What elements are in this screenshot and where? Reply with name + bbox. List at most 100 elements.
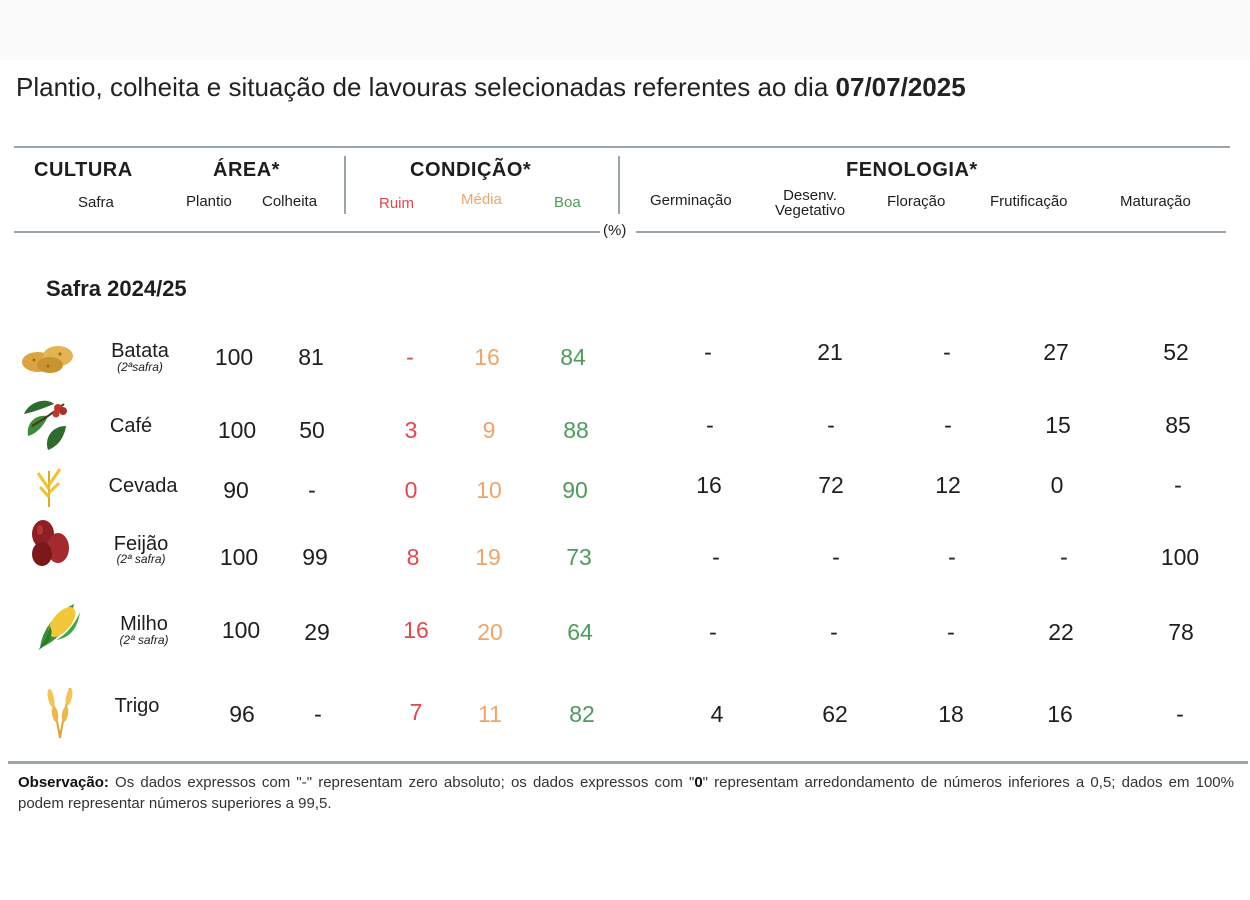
colheita-value: 50 xyxy=(299,417,325,443)
header-bottom-rule-left xyxy=(14,231,600,233)
desenv-value: - xyxy=(832,544,840,570)
header-desenv-line1: Desenv. xyxy=(783,187,837,204)
bean-icon xyxy=(32,520,69,566)
plantio-value: 100 xyxy=(217,417,257,443)
header-condicao: CONDIÇÃO* xyxy=(410,159,532,181)
frutificacao-value: 0 xyxy=(1050,472,1064,498)
maturacao-value: - xyxy=(1176,701,1184,727)
header-fenologia: FENOLOGIA* xyxy=(846,159,978,181)
page-title: Plantio, colheita e situação de lavouras… xyxy=(16,72,966,103)
boa-value: 64 xyxy=(567,619,593,645)
maturacao-value: - xyxy=(1174,472,1182,498)
desenv-value: 62 xyxy=(822,701,848,727)
floracao-value: - xyxy=(948,544,956,570)
crop-name-label: Café xyxy=(109,415,153,437)
ruim-value: 7 xyxy=(409,699,423,725)
coffee-icon xyxy=(24,400,67,450)
note-zero: 0 xyxy=(694,774,703,791)
ruim-value: - xyxy=(406,344,414,370)
crop-safra-label: (2ªsafra) xyxy=(117,360,163,374)
separator-condicao-fenologia xyxy=(618,156,620,214)
title-text: Plantio, colheita e situação de lavouras… xyxy=(16,72,836,102)
crop-name-label: Trigo xyxy=(114,695,160,717)
plantio-value: 100 xyxy=(219,544,259,570)
crop-name-label: Milho xyxy=(120,613,168,635)
media-value: 10 xyxy=(476,477,502,503)
crop-name: Milho (2ª safra) xyxy=(89,613,199,649)
crop-name: Trigo xyxy=(82,695,192,717)
crop-name: Cevada xyxy=(88,475,198,497)
maturacao-value: 52 xyxy=(1163,339,1189,365)
media-value: 11 xyxy=(478,701,502,727)
crop-name: Café xyxy=(76,415,186,437)
desenv-value: - xyxy=(827,412,835,438)
germinacao-value: - xyxy=(709,619,717,645)
header-desenv-line2: Vegetativo xyxy=(775,202,846,219)
corn-icon xyxy=(38,604,80,650)
floracao-value: - xyxy=(947,619,955,645)
plantio-value: 100 xyxy=(214,344,254,370)
header-germinacao: Germinação xyxy=(650,192,732,209)
germinacao-value: - xyxy=(704,339,712,365)
header-media: Média xyxy=(461,191,502,208)
footer-rule xyxy=(8,761,1248,764)
media-value: 16 xyxy=(474,344,500,370)
boa-value: 82 xyxy=(569,701,595,727)
header-area: ÁREA* xyxy=(213,159,280,181)
crop-name-label: Cevada xyxy=(108,475,178,497)
desenv-value: 72 xyxy=(818,472,844,498)
crop-name: Batata (2ªsafra) xyxy=(85,341,195,376)
plantio-value: 90 xyxy=(223,477,249,503)
header-desenv-vegetativo: Desenv. Vegetativo xyxy=(775,188,845,218)
note-text-2: " representam arredondamento de números … xyxy=(18,774,1234,812)
germinacao-value: - xyxy=(706,412,714,438)
boa-value: 73 xyxy=(566,544,592,570)
plantio-value: 100 xyxy=(221,617,261,643)
header-bottom-rule-right xyxy=(636,231,1226,233)
desenv-value: 21 xyxy=(817,339,843,365)
ruim-value: 0 xyxy=(404,477,418,503)
frutificacao-value: 22 xyxy=(1048,619,1074,645)
crop-name-label: Feijão xyxy=(113,533,169,555)
germinacao-value: 4 xyxy=(710,701,724,727)
frutificacao-value: - xyxy=(1060,544,1068,570)
colheita-value: 99 xyxy=(302,544,328,570)
header-cultura: CULTURA xyxy=(34,159,133,181)
colheita-value: 81 xyxy=(298,344,324,370)
colheita-value: 29 xyxy=(304,619,330,645)
maturacao-value: 85 xyxy=(1165,412,1191,438)
maturacao-value: 78 xyxy=(1168,619,1194,645)
note-text-1: Os dados expressos com "-" representam z… xyxy=(108,774,695,791)
header-maturacao: Maturação xyxy=(1120,193,1191,210)
header-floracao: Floração xyxy=(887,193,946,210)
colheita-value: - xyxy=(314,701,322,727)
barley-icon xyxy=(36,468,62,507)
header-boa: Boa xyxy=(554,194,581,211)
frutificacao-value: 15 xyxy=(1045,412,1071,438)
separator-area-condicao xyxy=(344,156,346,214)
boa-value: 88 xyxy=(563,417,589,443)
maturacao-value: 100 xyxy=(1160,544,1200,570)
observation-note: Observação: Os dados expressos com "-" r… xyxy=(18,772,1234,814)
note-label: Observação: xyxy=(18,774,109,791)
floracao-value: - xyxy=(944,412,952,438)
crop-name: Feijão (2ª safra) xyxy=(86,533,196,568)
unit-label: (%) xyxy=(600,222,630,239)
floracao-value: - xyxy=(943,339,951,365)
floracao-value: 18 xyxy=(938,701,964,727)
ruim-value: 8 xyxy=(406,544,420,570)
header-top-rule xyxy=(14,146,1230,148)
boa-value: 90 xyxy=(562,477,588,503)
header-frutificacao: Frutificação xyxy=(990,193,1068,210)
plantio-value: 96 xyxy=(229,701,255,727)
ruim-value: 3 xyxy=(404,417,418,443)
header-colheita: Colheita xyxy=(262,193,318,210)
desenv-value: - xyxy=(830,619,838,645)
colheita-value: - xyxy=(308,477,316,503)
section-title: Safra 2024/25 xyxy=(46,276,187,301)
frutificacao-value: 16 xyxy=(1047,701,1073,727)
title-date: 07/07/2025 xyxy=(835,72,966,102)
header-ruim: Ruim xyxy=(379,195,415,212)
crop-safra-label: (2ª safra) xyxy=(119,633,169,647)
media-value: 19 xyxy=(475,544,501,570)
